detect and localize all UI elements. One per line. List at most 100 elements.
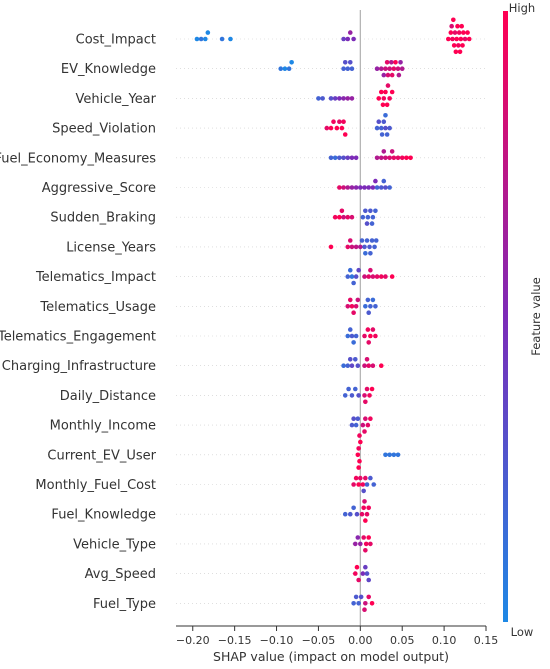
shap-point xyxy=(384,102,390,108)
shap-point xyxy=(369,386,375,392)
shap-point xyxy=(383,89,388,95)
x-tick-label: 0.05 xyxy=(390,634,415,647)
shap-point xyxy=(366,505,372,511)
shap-point xyxy=(362,333,367,339)
shap-point xyxy=(363,541,369,547)
shap-point xyxy=(345,155,351,161)
shap-point xyxy=(361,535,366,540)
shap-point xyxy=(353,475,359,481)
shap-point xyxy=(349,66,355,71)
shap-point xyxy=(349,333,355,339)
feature-label: Cost_Impact xyxy=(76,33,156,48)
shap-point xyxy=(334,125,340,131)
feature-label: Fuel_Type xyxy=(93,597,156,612)
x-axis-title: SHAP value (impact on model output) xyxy=(213,649,449,664)
shap-point xyxy=(461,30,466,35)
shap-point xyxy=(376,96,382,101)
shap-point xyxy=(345,274,351,279)
shap-point xyxy=(391,66,397,71)
shap-point xyxy=(347,60,353,65)
shap-point xyxy=(198,36,204,42)
shap-point xyxy=(228,36,233,42)
feature-label: Charging_Infrastructure xyxy=(2,359,156,374)
shap-point xyxy=(332,96,338,101)
shap-point xyxy=(365,214,371,220)
shap-point xyxy=(456,30,462,35)
shap-point xyxy=(365,422,371,428)
shap-point xyxy=(289,60,294,65)
colorbar-high-label: High xyxy=(509,1,535,15)
shap-point xyxy=(337,185,342,190)
shap-point xyxy=(341,214,346,220)
shap-point xyxy=(369,221,375,226)
shap-point xyxy=(370,327,376,332)
shap-point xyxy=(358,541,363,547)
shap-point xyxy=(362,244,367,250)
shap-point xyxy=(357,433,362,438)
feature-labels: Cost_Impact EV_Knowledge Vehicle_Year Speed… xyxy=(0,33,157,612)
shap-point xyxy=(404,155,409,161)
shap-point xyxy=(371,482,377,487)
shap-point xyxy=(372,244,377,250)
shap-point xyxy=(342,60,348,65)
shap-point xyxy=(455,23,460,29)
feature-label: Vehicle_Type xyxy=(73,537,156,552)
shap-point xyxy=(356,482,361,487)
shap-point xyxy=(374,66,380,71)
x-axis-ticks: −0.20 −0.15 −0.10 −0.05 0.00 0.05 0.10 0.15 xyxy=(176,626,498,647)
row-guides xyxy=(176,38,486,604)
x-tick-label: 0.15 xyxy=(474,634,499,647)
shap-point xyxy=(369,238,375,243)
shap-point xyxy=(385,72,391,78)
shap-point xyxy=(364,238,370,243)
shap-point xyxy=(360,214,366,220)
shap-point xyxy=(360,571,366,576)
shap-point xyxy=(369,601,375,606)
shap-point xyxy=(342,393,348,398)
shap-point xyxy=(383,185,388,190)
shap-point xyxy=(278,66,284,71)
shap-point xyxy=(374,155,380,161)
shap-point xyxy=(203,36,208,42)
shap-point xyxy=(368,208,373,214)
shap-point xyxy=(383,66,388,71)
shap-point xyxy=(354,564,360,570)
shap-point xyxy=(345,185,351,190)
shap-point xyxy=(383,113,388,118)
shap-point xyxy=(205,30,211,35)
shap-point xyxy=(380,102,386,108)
shap-point xyxy=(349,155,355,161)
shap-point xyxy=(383,452,388,458)
shap-point xyxy=(361,488,366,494)
shap-point xyxy=(355,416,361,422)
shap-point xyxy=(328,244,334,250)
x-tick-label: 0.00 xyxy=(348,634,373,647)
feature-label: Monthly_Income xyxy=(50,419,156,434)
shap-point xyxy=(347,238,353,243)
shap-point xyxy=(381,96,387,101)
shap-point xyxy=(366,310,372,316)
shap-point xyxy=(364,482,370,487)
shap-point xyxy=(341,96,346,101)
shap-point xyxy=(351,601,356,606)
shap-point xyxy=(365,297,371,303)
shap-point xyxy=(384,132,390,137)
shap-point xyxy=(368,475,373,481)
shap-point xyxy=(358,594,364,600)
shap-point xyxy=(341,119,346,124)
shap-point xyxy=(451,17,456,23)
shap-point xyxy=(378,363,384,369)
feature-label: Vehicle_Year xyxy=(75,92,156,107)
feature-label: Aggressive_Score xyxy=(42,181,156,196)
shap-point xyxy=(351,280,356,286)
shap-point xyxy=(345,304,351,309)
shap-point xyxy=(454,36,459,42)
shap-point xyxy=(345,36,351,42)
shap-point xyxy=(366,274,372,279)
shap-point xyxy=(353,333,359,339)
shap-point xyxy=(363,208,368,214)
shap-point xyxy=(364,357,370,362)
shap-point xyxy=(387,66,392,71)
shap-point xyxy=(351,482,356,487)
colorbar-title: Feature value xyxy=(529,277,543,356)
